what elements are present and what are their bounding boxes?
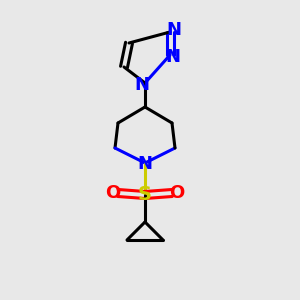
Text: O: O [105,184,121,202]
Text: N: N [167,21,182,39]
Text: N: N [137,155,152,173]
Text: N: N [166,48,181,66]
Text: S: S [138,185,152,205]
Text: O: O [169,184,184,202]
Text: N: N [134,76,149,94]
